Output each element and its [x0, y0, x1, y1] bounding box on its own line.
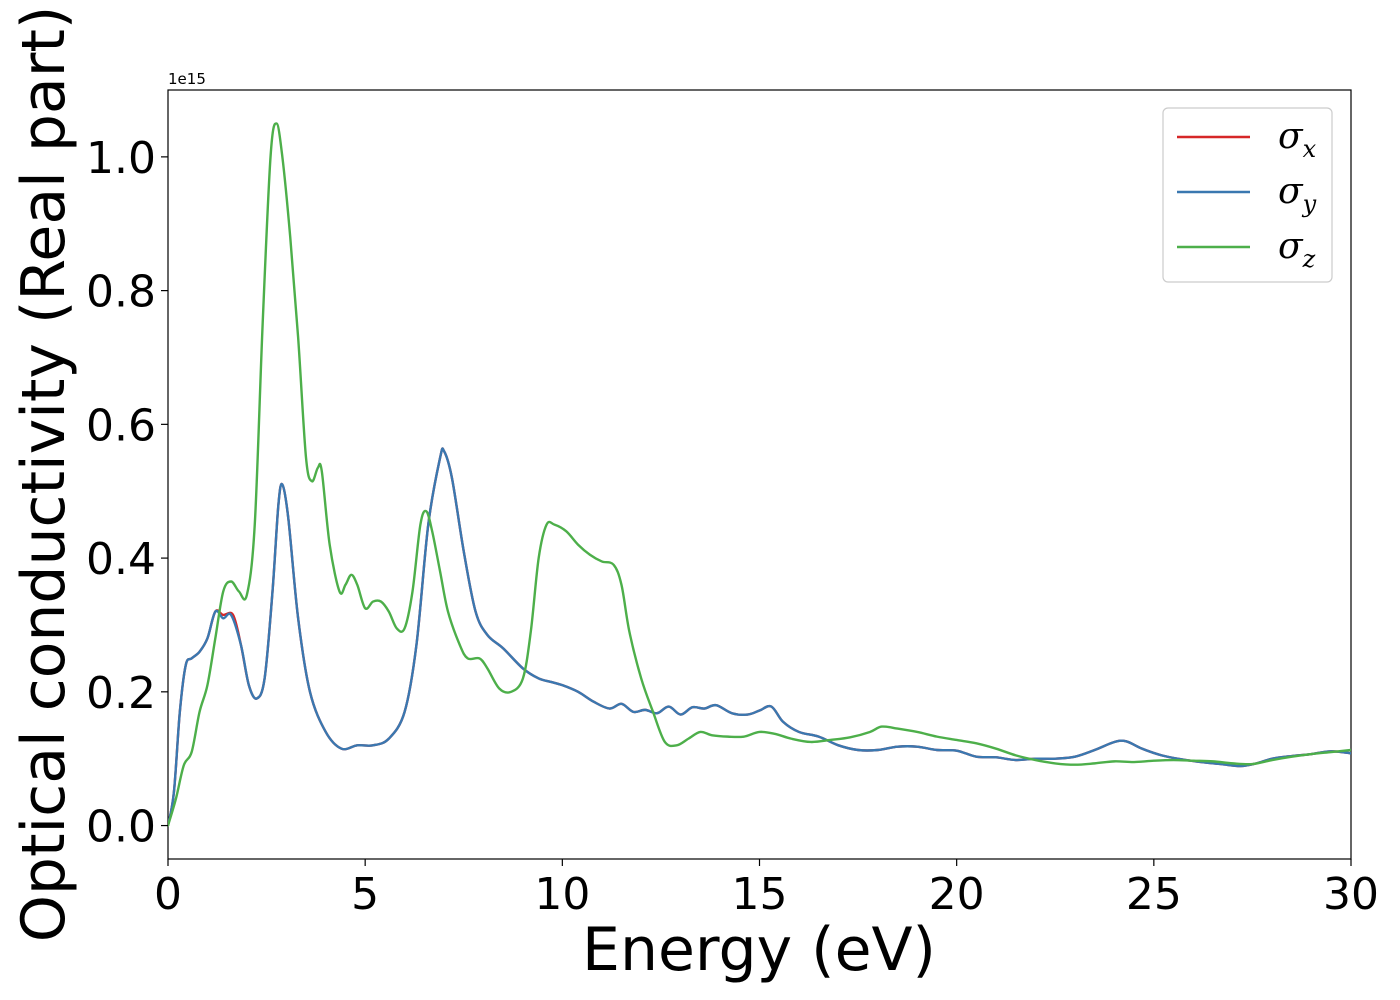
- y-tick-label: 0.8: [86, 267, 156, 318]
- y-axis-title: Optical conductivity (Real part): [9, 6, 79, 943]
- x-tick-label: 15: [732, 869, 788, 920]
- x-axis-title: Energy (eV): [582, 915, 936, 985]
- legend-label-x: σx: [1278, 116, 1317, 163]
- legend: σx σy σz: [1162, 107, 1333, 283]
- x-tick-label: 20: [929, 869, 985, 920]
- x-tick-label: 5: [351, 869, 379, 920]
- x-tick-label: 10: [534, 869, 590, 920]
- series-line-y: [168, 447, 1351, 827]
- y-offset-label: 1e15: [168, 70, 206, 88]
- series-line-z: [168, 122, 1351, 827]
- x-tick-label: 25: [1126, 869, 1182, 920]
- x-axis-ticks: 0 5 10 15 20 25 30: [154, 859, 1379, 920]
- y-tick-label: 1.0: [86, 133, 156, 184]
- y-tick-label: 0.6: [86, 400, 156, 451]
- series-layer: [168, 122, 1351, 827]
- legend-label-z: σz: [1278, 226, 1316, 273]
- y-tick-label: 0.2: [86, 668, 156, 719]
- x-tick-label: 0: [154, 869, 182, 920]
- y-tick-label: 0.0: [86, 802, 156, 853]
- x-tick-label: 30: [1323, 869, 1379, 920]
- legend-label-y: σy: [1278, 171, 1317, 218]
- y-tick-label: 0.4: [86, 534, 156, 585]
- y-axis-ticks: 0.0 0.2 0.4 0.6 0.8 1.0: [86, 133, 168, 853]
- series-line-x: [168, 447, 1351, 827]
- legend-frame: [1162, 107, 1333, 283]
